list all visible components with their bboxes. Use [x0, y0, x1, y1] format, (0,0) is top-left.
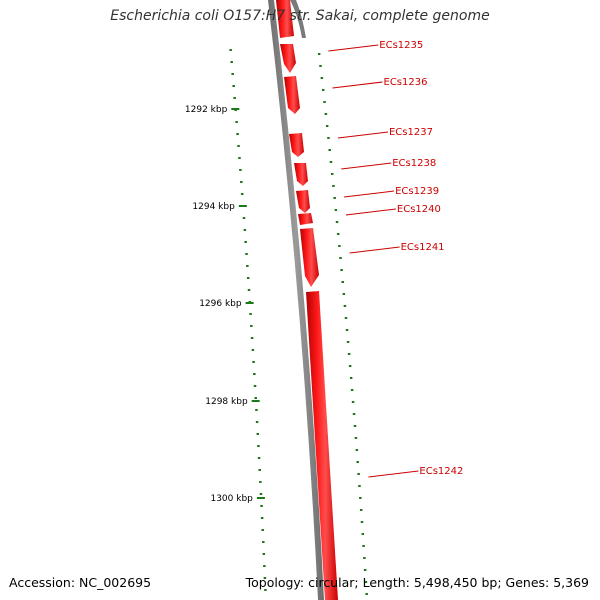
- gene-feature[interactable]: [276, 0, 294, 38]
- backbone-strand-outer: [290, 0, 306, 38]
- ruler-label: 1292 kbp: [185, 105, 228, 115]
- ruler-label: 1296 kbp: [199, 299, 242, 309]
- genome-title: Escherichia coli O157:H7 str. Sakai, com…: [110, 8, 490, 24]
- gene-leader-line: [368, 470, 419, 478]
- gene-features: [276, 0, 338, 600]
- gene-feature[interactable]: [280, 44, 296, 73]
- ruler-label: 1300 kbp: [210, 494, 253, 504]
- gene-leader-line: [328, 44, 379, 52]
- ruler-ticks: [229, 49, 368, 595]
- gene-feature[interactable]: [294, 163, 308, 186]
- gene-leader-line: [332, 81, 383, 89]
- gene-feature[interactable]: [306, 291, 338, 600]
- gene-leader-line: [345, 208, 396, 216]
- gene-label-ecs1241[interactable]: ECs1241: [401, 242, 445, 253]
- ruler-label: 1298 kbp: [205, 397, 248, 407]
- gene-feature[interactable]: [284, 76, 300, 114]
- gene-label-ecs1240[interactable]: ECs1240: [397, 204, 441, 215]
- gene-feature[interactable]: [289, 133, 304, 157]
- gene-label-ecs1239[interactable]: ECs1239: [395, 186, 439, 197]
- gene-label-ecs1235[interactable]: ECs1235: [379, 40, 423, 51]
- accession-text: Accession: NC_002695: [9, 575, 152, 590]
- gene-leader-line: [341, 162, 392, 170]
- gene-label-ecs1237[interactable]: ECs1237: [389, 127, 433, 138]
- backbone-strand: [268, 0, 324, 600]
- topology-text: Topology: circular; Length: 5,498,450 bp…: [245, 575, 589, 590]
- gene-leader-line: [344, 190, 395, 198]
- gene-feature[interactable]: [300, 228, 319, 287]
- gene-leader-line: [349, 246, 400, 254]
- gene-label-ecs1242[interactable]: ECs1242: [419, 466, 463, 477]
- gene-label-ecs1236[interactable]: ECs1236: [384, 77, 428, 88]
- gene-labels: ECs1235 ECs1236 ECs1237 ECs1238 ECs1239 ECs12…: [328, 40, 463, 478]
- ruler-labels: 1292 kbp 1294 kbp 1296 kbp 1298 kbp 1300 kbp: [185, 105, 265, 504]
- gene-label-ecs1238[interactable]: ECs1238: [392, 158, 436, 169]
- ruler-label: 1294 kbp: [192, 202, 235, 212]
- gene-leader-line: [337, 131, 389, 139]
- gene-feature[interactable]: [298, 213, 313, 225]
- gene-feature[interactable]: [296, 190, 310, 213]
